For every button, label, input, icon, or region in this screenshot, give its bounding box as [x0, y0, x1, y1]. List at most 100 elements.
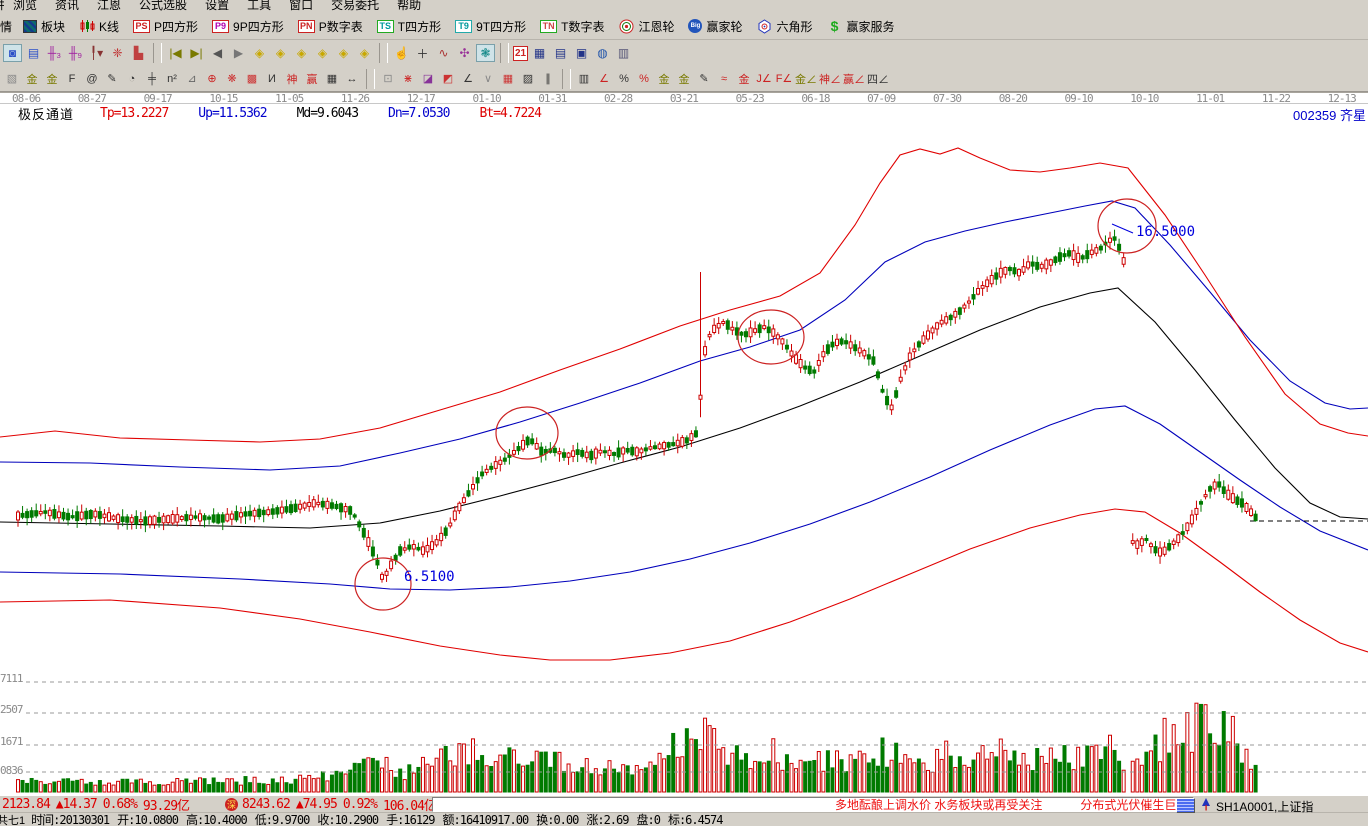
- gann-tools-icon[interactable]: ✣: [459, 46, 470, 60]
- web-icon[interactable]: ◍: [597, 46, 608, 60]
- shen-tool-icon[interactable]: 神: [286, 73, 298, 86]
- v-lines-icon[interactable]: ∨: [483, 73, 493, 85]
- gold-red-icon[interactable]: 金: [738, 73, 750, 86]
- menu-item-交易委托[interactable]: 交易委托: [331, 0, 380, 12]
- candlestick-chart[interactable]: 6.5100 16.5000: [0, 122, 1368, 670]
- stats-icon[interactable]: ▥: [578, 73, 590, 85]
- gold-line1-icon[interactable]: 金: [26, 73, 38, 86]
- toolbar-button-p-digit-table[interactable]: PN P数字表: [291, 15, 370, 38]
- toolbar-button-gann-wheel[interactable]: 江恩轮: [611, 15, 681, 38]
- toolbar-button-kline[interactable]: K线: [72, 15, 126, 38]
- crosshair-icon[interactable]: ＋: [416, 46, 429, 61]
- diamond-all-icon[interactable]: ◈: [359, 46, 370, 60]
- mirror-angle-icon[interactable]: ⊿: [187, 73, 197, 85]
- fan-box1-icon[interactable]: ◪: [422, 73, 434, 85]
- volume-canvas[interactable]: [0, 670, 1368, 795]
- seal-icon[interactable]: ❈: [112, 46, 123, 60]
- menu-item-资讯[interactable]: 资讯: [55, 0, 80, 12]
- first-icon[interactable]: |◀: [169, 46, 182, 60]
- gold-hline-icon[interactable]: 金: [678, 73, 690, 86]
- ruler-icon[interactable]: ╪: [148, 72, 156, 85]
- news-headline-2[interactable]: 分布式光伏催生巨大: [1080, 798, 1189, 812]
- chart-canvas[interactable]: 6.5100 16.5000: [0, 122, 1368, 670]
- bars3-icon[interactable]: ╫₃: [47, 46, 62, 60]
- diamond-left-icon[interactable]: ◈: [254, 46, 265, 60]
- toolbar-clipped-item[interactable]: 情: [0, 19, 12, 34]
- percent-icon[interactable]: %: [619, 72, 629, 85]
- fib-f-icon[interactable]: F: [68, 72, 76, 85]
- menu-item-窗口[interactable]: 窗口: [289, 0, 314, 12]
- ying-angle-icon[interactable]: 赢∠: [843, 73, 865, 86]
- news-headline-1[interactable]: 多地酝酿上调水价 水务板块或再受关注: [835, 798, 1043, 812]
- parallel-lines-icon[interactable]: ∥: [545, 73, 551, 85]
- toolbar-button-winner-service[interactable]: $ 赢家服务: [820, 15, 902, 38]
- candle-style-icon[interactable]: ╿▾: [89, 46, 104, 60]
- diamond-star-icon[interactable]: ◈: [338, 46, 349, 60]
- fan-red-icon[interactable]: ⋇: [403, 73, 413, 85]
- toolbar-button-t-digit-table[interactable]: TN T数字表: [533, 15, 611, 38]
- menu-item-公式选股[interactable]: 公式选股: [139, 0, 188, 12]
- clipped-tool-icon[interactable]: ▧: [6, 73, 18, 85]
- prev-icon[interactable]: ◀: [212, 46, 223, 60]
- diamond-right-icon[interactable]: ◈: [275, 46, 286, 60]
- web-circle-icon[interactable]: ❋: [227, 73, 237, 85]
- si-angle-icon[interactable]: 四∠: [867, 73, 889, 86]
- toolbar-button-p-square[interactable]: PS P四方形: [126, 15, 205, 38]
- pen-icon[interactable]: ✎: [107, 73, 117, 85]
- toolbar-button-hexagon[interactable]: 六角形: [749, 15, 819, 38]
- toolbar-button-9p-square[interactable]: P9 9P四方形: [205, 15, 291, 38]
- calculator-icon[interactable]: ▦: [533, 46, 546, 60]
- volume-panel[interactable]: 7111 2507 1671 0836: [0, 670, 1368, 795]
- trend-angle-icon[interactable]: ∠: [463, 73, 473, 85]
- diamond-h-icon[interactable]: ◈: [296, 46, 307, 60]
- f-angle-icon[interactable]: F∠: [775, 73, 793, 85]
- menu-item-设置[interactable]: 设置: [205, 0, 230, 12]
- flag-pen-icon[interactable]: ✎: [699, 73, 709, 85]
- notes-icon[interactable]: ▤: [554, 46, 567, 60]
- news-ticker[interactable]: 多地酝酿上调水价 水务板块或再受关注 分布式光伏催生巨大: [432, 797, 1194, 812]
- profile-histogram-icon[interactable]: ▙: [133, 46, 144, 60]
- percent-angle-icon[interactable]: ∠: [599, 73, 609, 85]
- span-arrows-icon[interactable]: ↔: [346, 72, 358, 85]
- wave-lines-icon[interactable]: И: [268, 72, 276, 85]
- gold-line2-icon[interactable]: 金: [46, 73, 58, 86]
- next-icon[interactable]: ▶: [233, 46, 244, 60]
- grid-dense-icon[interactable]: ▦: [326, 73, 338, 85]
- time-cycle-icon[interactable]: ◔: [128, 72, 136, 85]
- n-square-icon[interactable]: n²: [167, 72, 177, 85]
- calendar-icon[interactable]: 21: [513, 45, 528, 61]
- measure-icon[interactable]: ∿: [438, 46, 449, 60]
- market-view-icon[interactable]: ◙: [3, 44, 22, 62]
- menu-item-帮助[interactable]: 帮助: [397, 0, 422, 12]
- grid-red-icon[interactable]: ▦: [502, 73, 514, 85]
- shen-angle-icon[interactable]: 神∠: [819, 73, 841, 86]
- grid-arrow-icon[interactable]: ▨: [522, 73, 534, 85]
- circle-target-icon[interactable]: ⊕: [207, 73, 217, 85]
- spiral-icon[interactable]: @: [86, 72, 98, 85]
- fan-box2-icon[interactable]: ◩: [442, 73, 454, 85]
- j-angle-icon[interactable]: J∠: [756, 73, 772, 85]
- index-code-label[interactable]: SH1A0001,上证指: [1216, 800, 1314, 814]
- last-icon[interactable]: ▶|: [190, 46, 203, 60]
- ying-tool-icon[interactable]: 赢: [306, 73, 318, 86]
- toolbar-button-t-square[interactable]: TS T四方形: [370, 15, 448, 38]
- menu-item-江恩[interactable]: 江恩: [97, 0, 122, 12]
- web-square-icon[interactable]: ▩: [246, 73, 258, 85]
- toolbar-button-winner-wheel[interactable]: Big 赢家轮: [681, 15, 749, 38]
- gold-circle-icon[interactable]: 金: [658, 73, 670, 86]
- percent-line-icon[interactable]: %: [639, 72, 649, 85]
- pin-icon[interactable]: [1200, 797, 1212, 811]
- hand-icon[interactable]: ☝: [394, 46, 409, 60]
- save-icon[interactable]: ▣: [575, 46, 588, 60]
- wave-red-icon[interactable]: ≈: [720, 72, 728, 85]
- menu-item-浏览[interactable]: 浏览: [13, 0, 38, 12]
- print-icon[interactable]: ▥: [617, 46, 630, 60]
- menu-clipped-item[interactable]: 件: [0, 0, 4, 12]
- info-report-icon[interactable]: ▤: [27, 46, 40, 60]
- diamond-in-icon[interactable]: ◈: [317, 46, 328, 60]
- menu-item-工具[interactable]: 工具: [247, 0, 272, 12]
- toolbar-button-panel-blocks[interactable]: 板块: [16, 15, 72, 38]
- smart-icon[interactable]: ❃: [476, 44, 495, 62]
- toolbar-button-9t-square[interactable]: T9 9T四方形: [448, 15, 533, 38]
- ticker-scroll-button[interactable]: [1176, 798, 1195, 813]
